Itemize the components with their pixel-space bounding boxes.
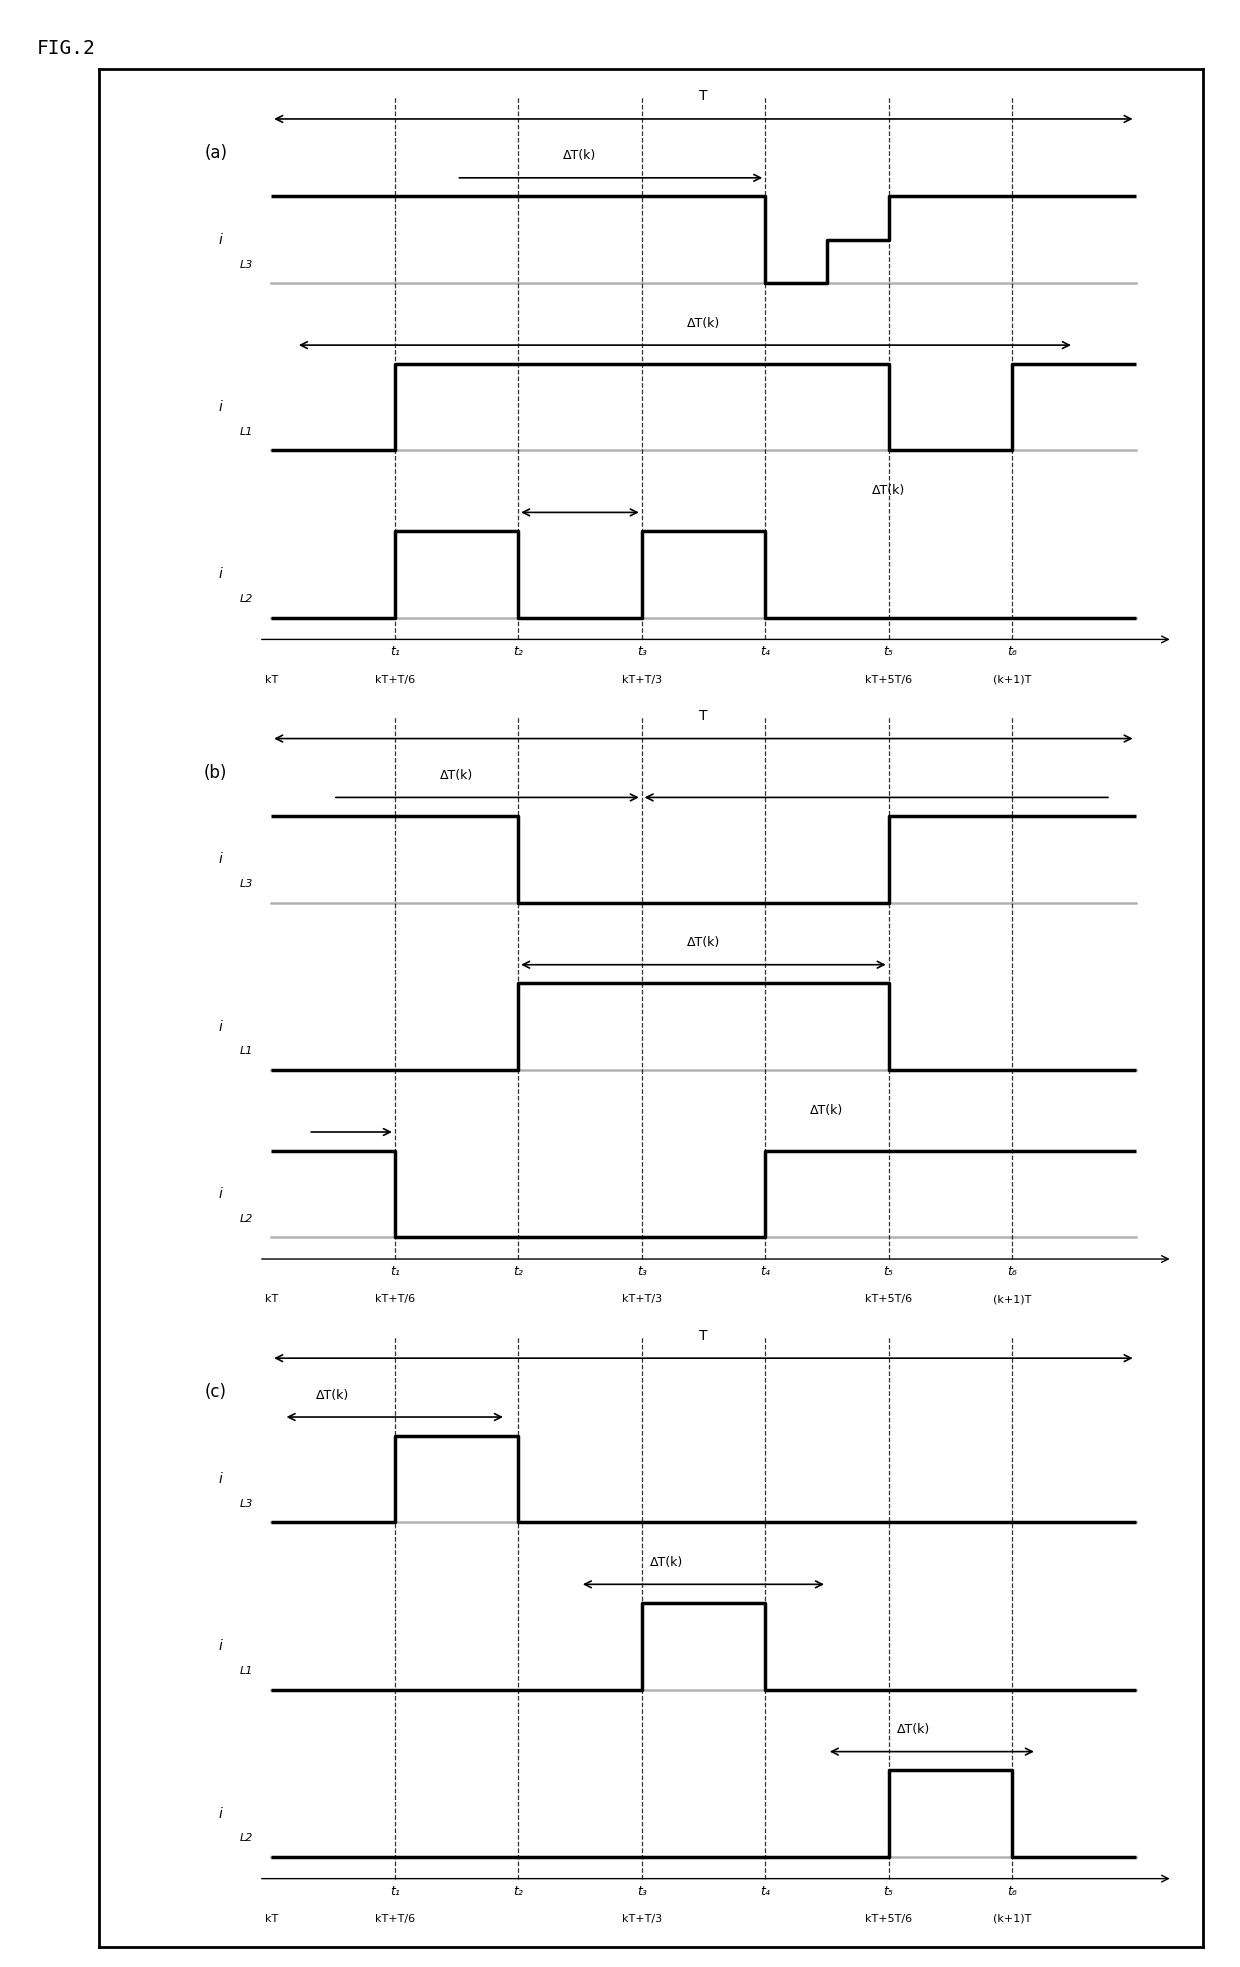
Text: ΔT(k): ΔT(k) <box>650 1556 683 1570</box>
Text: i: i <box>218 1471 222 1485</box>
Text: t₆: t₆ <box>1007 645 1017 659</box>
Text: i: i <box>218 1806 222 1821</box>
Text: (k+1)T: (k+1)T <box>993 675 1032 685</box>
Text: t₅: t₅ <box>884 1884 894 1898</box>
Text: i: i <box>218 1186 222 1202</box>
Text: t₁: t₁ <box>389 1265 399 1279</box>
Text: T: T <box>699 1328 708 1343</box>
Text: FIG.2: FIG.2 <box>37 39 95 59</box>
Text: kT: kT <box>264 1914 278 1924</box>
Text: (b): (b) <box>205 763 227 781</box>
Text: t₂: t₂ <box>513 1884 523 1898</box>
Text: t₄: t₄ <box>760 1265 770 1279</box>
Text: (a): (a) <box>205 144 227 161</box>
Text: t₆: t₆ <box>1007 1265 1017 1279</box>
Text: t₅: t₅ <box>884 645 894 659</box>
Text: t₁: t₁ <box>389 1884 399 1898</box>
Text: ΔT(k): ΔT(k) <box>563 149 596 163</box>
Text: t₃: t₃ <box>637 1884 646 1898</box>
Text: kT+T/6: kT+T/6 <box>374 1914 415 1924</box>
Text: t₄: t₄ <box>760 645 770 659</box>
Text: L2: L2 <box>239 1214 253 1223</box>
Text: kT: kT <box>264 675 278 685</box>
Text: T: T <box>699 708 708 724</box>
Text: t₃: t₃ <box>637 645 646 659</box>
Text: (k+1)T: (k+1)T <box>993 1914 1032 1924</box>
Text: kT: kT <box>264 1294 278 1304</box>
Text: L1: L1 <box>239 427 253 437</box>
Text: L1: L1 <box>239 1666 253 1676</box>
Text: i: i <box>218 232 222 246</box>
Text: L3: L3 <box>239 260 253 269</box>
Text: L2: L2 <box>239 594 253 604</box>
Text: (c): (c) <box>205 1383 227 1401</box>
Text: kT+T/3: kT+T/3 <box>621 675 662 685</box>
Text: i: i <box>218 852 222 865</box>
Text: t₁: t₁ <box>389 645 399 659</box>
Text: L2: L2 <box>239 1833 253 1843</box>
Text: ΔT(k): ΔT(k) <box>810 1103 843 1117</box>
Text: t₃: t₃ <box>637 1265 646 1279</box>
Text: ΔT(k): ΔT(k) <box>687 936 720 950</box>
Text: ΔT(k): ΔT(k) <box>872 484 905 498</box>
Text: ΔT(k): ΔT(k) <box>316 1389 350 1402</box>
Text: L3: L3 <box>239 1499 253 1509</box>
Text: ΔT(k): ΔT(k) <box>440 769 474 783</box>
Text: L3: L3 <box>239 879 253 889</box>
Text: kT+5T/6: kT+5T/6 <box>866 675 913 685</box>
Text: kT+5T/6: kT+5T/6 <box>866 1914 913 1924</box>
Text: t₄: t₄ <box>760 1884 770 1898</box>
Text: t₂: t₂ <box>513 1265 523 1279</box>
Text: i: i <box>218 1019 222 1035</box>
Text: kT+T/6: kT+T/6 <box>374 1294 415 1304</box>
Text: T: T <box>699 89 708 104</box>
Text: kT+T/3: kT+T/3 <box>621 1294 662 1304</box>
Text: ΔT(k): ΔT(k) <box>897 1723 930 1737</box>
Text: t₆: t₆ <box>1007 1884 1017 1898</box>
Text: (k+1)T: (k+1)T <box>993 1294 1032 1304</box>
Text: t₂: t₂ <box>513 645 523 659</box>
Text: i: i <box>218 399 222 415</box>
Text: L1: L1 <box>239 1046 253 1056</box>
Text: kT+T/3: kT+T/3 <box>621 1914 662 1924</box>
Text: t₅: t₅ <box>884 1265 894 1279</box>
Text: i: i <box>218 1639 222 1654</box>
Text: i: i <box>218 566 222 582</box>
Text: kT+5T/6: kT+5T/6 <box>866 1294 913 1304</box>
Text: kT+T/6: kT+T/6 <box>374 675 415 685</box>
Text: ΔT(k): ΔT(k) <box>687 317 720 330</box>
